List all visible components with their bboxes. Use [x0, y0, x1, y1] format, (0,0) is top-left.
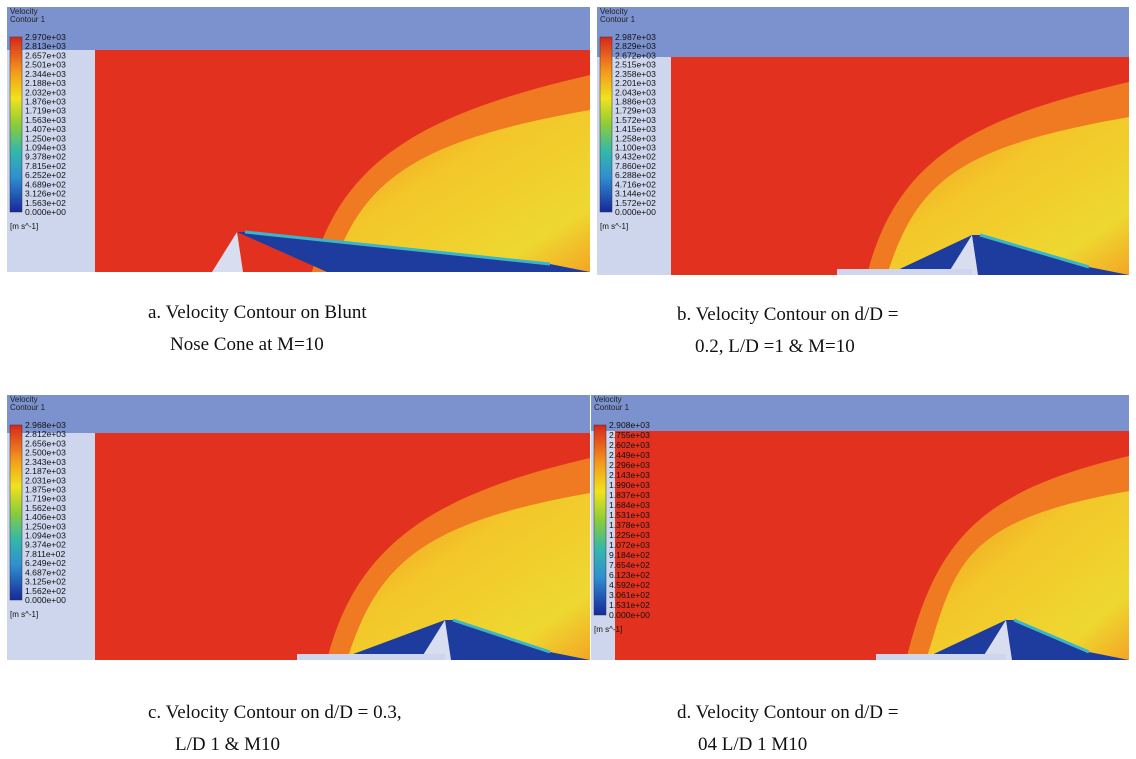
figure: VelocityContour 12.970e+032.813e+032.657… — [0, 0, 1136, 759]
freestream-top — [7, 7, 590, 50]
colorbar — [10, 37, 22, 212]
legend-label: 1.684e+03 — [609, 500, 650, 510]
legend-label: 2.449e+03 — [609, 450, 650, 460]
contour-panel: VelocityContour 12.908e+032.755e+032.602… — [591, 395, 1129, 660]
legend-label: 2.143e+03 — [609, 470, 650, 480]
caption: 0.2, L/D =1 & M=10 — [695, 331, 855, 363]
body-base — [876, 654, 1006, 660]
legend-unit: [m s^-1] — [10, 610, 38, 619]
freestream-top — [597, 7, 1129, 57]
legend-label: 0.000e+00 — [615, 207, 656, 217]
freestream-top — [591, 395, 1129, 431]
legend-label: 9.184e+02 — [609, 550, 650, 560]
body-base — [297, 654, 445, 660]
caption: b. Velocity Contour on d/D = — [677, 299, 898, 331]
legend-label: 1.990e+03 — [609, 480, 650, 490]
freestream-top — [7, 395, 590, 433]
legend-label: 7.654e+02 — [609, 560, 650, 570]
legend-label: 2.296e+03 — [609, 460, 650, 470]
legend-label: 1.225e+03 — [609, 530, 650, 540]
legend-label: 0.000e+00 — [25, 207, 66, 217]
colorbar — [594, 425, 606, 615]
legend-label: 1.531e+02 — [609, 600, 650, 610]
caption: d. Velocity Contour on d/D = — [677, 697, 898, 729]
legend-unit: [m s^-1] — [600, 222, 628, 231]
legend-label: 2.602e+03 — [609, 440, 650, 450]
legend-label: 1.531e+03 — [609, 510, 650, 520]
legend-label: 1.837e+03 — [609, 490, 650, 500]
caption: c. Velocity Contour on d/D = 0.3, — [148, 697, 402, 729]
colorbar — [10, 425, 22, 600]
legend-label: 6.123e+02 — [609, 570, 650, 580]
legend-title: Contour 1 — [10, 15, 46, 24]
legend-label: 1.072e+03 — [609, 540, 650, 550]
legend-label: 2.908e+03 — [609, 420, 650, 430]
legend-label: 4.592e+02 — [609, 580, 650, 590]
legend-label: 0.000e+00 — [609, 610, 650, 620]
legend-unit: [m s^-1] — [10, 222, 38, 231]
body-base — [837, 269, 972, 275]
caption: a. Velocity Contour on Blunt — [148, 297, 367, 329]
caption: 04 L/D 1 M10 — [698, 729, 807, 759]
caption: L/D 1 & M10 — [175, 729, 280, 759]
legend-label: 0.000e+00 — [25, 595, 66, 605]
legend-title: Contour 1 — [10, 403, 46, 412]
legend-label: 2.755e+03 — [609, 430, 650, 440]
legend-unit: [m s^-1] — [594, 625, 622, 634]
colorbar — [600, 37, 612, 212]
legend-label: 3.061e+02 — [609, 590, 650, 600]
legend-title: Contour 1 — [600, 15, 636, 24]
caption: Nose Cone at M=10 — [170, 329, 324, 361]
legend-title: Contour 1 — [594, 403, 630, 412]
legend-label: 1.378e+03 — [609, 520, 650, 530]
